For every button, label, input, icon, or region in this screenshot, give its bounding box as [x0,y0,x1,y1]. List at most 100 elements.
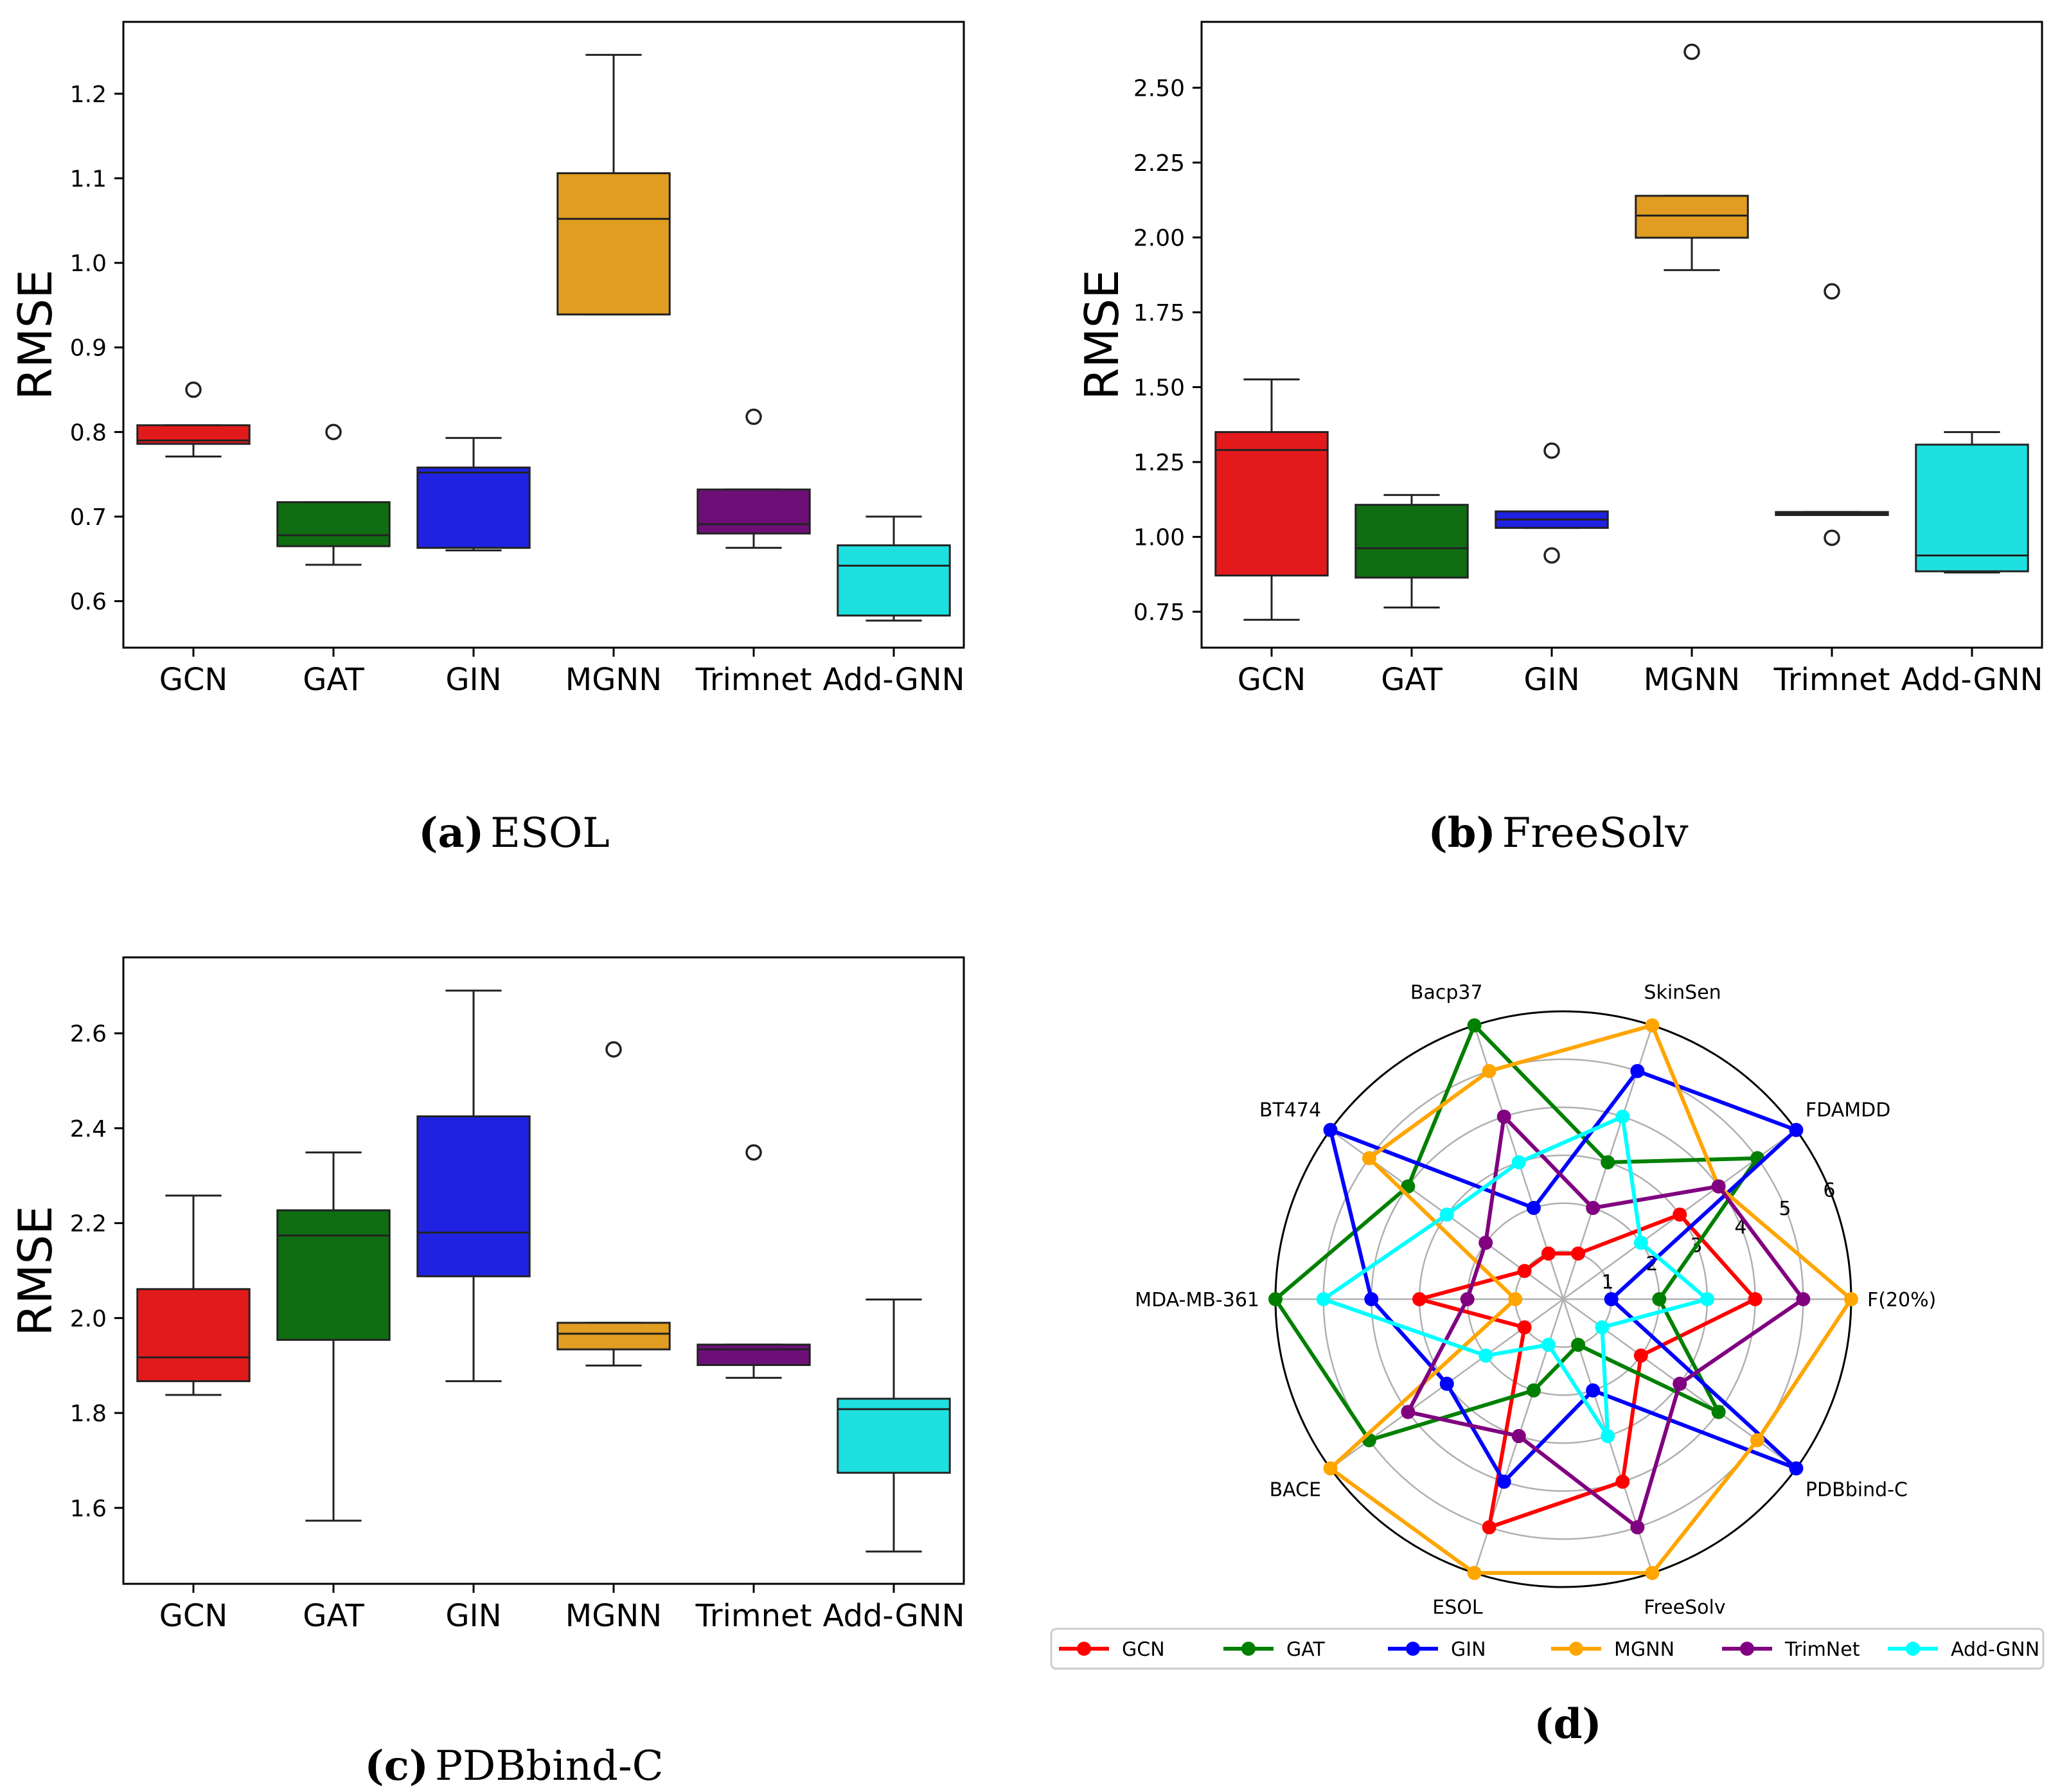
radar-point [1460,1292,1475,1306]
x-tick-label: Add-GNN [822,1598,964,1634]
outlier-point [605,1041,622,1058]
box-gat [276,501,391,547]
radar-point [1711,1405,1726,1419]
outlier-point [185,381,202,398]
caption-a: (a) ESOL [418,809,610,857]
radar-series-gin [1328,1069,1798,1484]
box-gin [416,1115,531,1277]
caption-b: (b) FreeSolv [1428,809,1688,857]
radar-point [1645,1566,1660,1581]
outlier-point [1824,529,1840,546]
radar-point [1316,1292,1331,1306]
radar-point [1364,1292,1379,1306]
y-axis-label: RMSE [1075,269,1129,400]
y-axis-label: RMSE [8,269,62,400]
radar-point [1508,1292,1523,1306]
outlier-point [1543,442,1560,459]
x-tick-label: Trimnet [1773,662,1890,698]
y-tick-label: 1.6 [70,1496,107,1522]
box-trimnet [697,488,811,535]
radar-point [1601,1429,1615,1444]
radar-point [1323,1461,1338,1476]
box-gcn [136,1288,251,1383]
radar-point [1482,1063,1496,1078]
radar-axis-label: MDA-MB-361 [1135,1289,1259,1311]
box-chart-3: 1.6 1.8 2.0 2.2 2.4 2.6 RMSE GCN GAT GIN MGNN Trimn… [8,956,965,1634]
y-tick-label: 1.25 [1133,450,1185,476]
radar-legend: GCN GAT GIN MGNN TrimNet Add-GNN [1050,1628,2045,1670]
y-tick-label: 2.25 [1133,150,1185,177]
legend-label: MGNN [1614,1638,1674,1661]
radar-point [1633,1348,1648,1363]
outlier-point [1683,43,1700,60]
radar-point [1700,1292,1714,1306]
radar-axis-label: FreeSolv [1644,1596,1725,1619]
box-gin [416,466,531,549]
y-tick-label: 2.0 [70,1306,107,1332]
radar-point [1571,1338,1586,1353]
radar-axis-label: BACE [1270,1479,1321,1502]
box-chart-2: 0.75 1.00 1.25 1.50 1.75 2.00 2.25 2.50 RMSE GCN G… [1075,21,2043,698]
radar-axis-label: ESOL [1432,1596,1483,1619]
radar-point [1541,1338,1556,1353]
radar-point [1711,1179,1726,1194]
legend-marker [1569,1642,1583,1656]
box-gcn [1214,430,1329,577]
box-gat [1354,504,1469,579]
radar-r-tick-label: 1 [1601,1271,1613,1293]
radar-point [1615,1109,1630,1124]
y-tick-label: 0.9 [70,335,107,362]
x-tick-label: GCN [159,662,228,698]
radar-point [1478,1236,1493,1250]
radar-point [1630,1063,1645,1078]
x-tick-label: GCN [159,1598,228,1634]
y-axis-label: RMSE [8,1205,62,1336]
box-add-gnn [1915,443,2029,572]
x-tick-label: GCN [1238,662,1306,698]
box-mgnn [1635,195,1749,239]
radar-r-tick-label: 5 [1779,1198,1791,1220]
y-tick-label: 2.6 [70,1021,107,1047]
plot-frame [122,21,965,649]
caption-c: (c) PDBbind-C [364,1742,663,1790]
radar-point [1595,1320,1610,1335]
x-tick-label: GAT [1381,662,1443,698]
y-tick-label: 1.00 [1133,525,1185,551]
x-tick-label: MGNN [565,662,662,698]
radar-point [1412,1292,1426,1306]
legend-label: GCN [1122,1638,1165,1661]
y-tick-label: 0.7 [70,504,107,531]
radar-point [1526,1200,1541,1215]
radar-point [1541,1246,1556,1261]
radar-point [1401,1405,1416,1419]
radar-point [1362,1151,1376,1166]
legend-marker [1906,1642,1920,1656]
radar-point [1511,1429,1526,1444]
radar-point [1645,1018,1660,1033]
radar-point [1673,1207,1687,1222]
radar-point [1517,1320,1532,1335]
box-mgnn [556,172,671,315]
y-tick-label: 0.6 [70,589,107,616]
radar-point [1633,1236,1648,1250]
y-tick-label: 1.8 [70,1401,107,1427]
legend-frame [1050,1628,2045,1670]
legend-marker [1740,1642,1754,1656]
legend-label: Add-GNN [1951,1638,2039,1661]
radar-point [1750,1433,1765,1448]
radar-r-tick-label: 6 [1823,1180,1835,1202]
x-tick-label: Trimnet [695,662,812,698]
y-tick-label: 1.2 [70,82,107,108]
radar-axis-label: PDBbind-C [1806,1479,1908,1502]
box-add-gnn [837,544,951,617]
radar-axis-label: SkinSen [1644,982,1721,1004]
radar-point [1673,1376,1687,1391]
radar-axis-label: BT474 [1259,1099,1321,1121]
radar-point [1268,1292,1283,1306]
radar-point [1467,1018,1482,1033]
outlier-point [745,1144,762,1161]
legend-marker [1241,1642,1256,1656]
radar-point [1467,1566,1482,1581]
x-tick-label: GAT [303,1598,364,1634]
box-mgnn [556,1322,671,1351]
